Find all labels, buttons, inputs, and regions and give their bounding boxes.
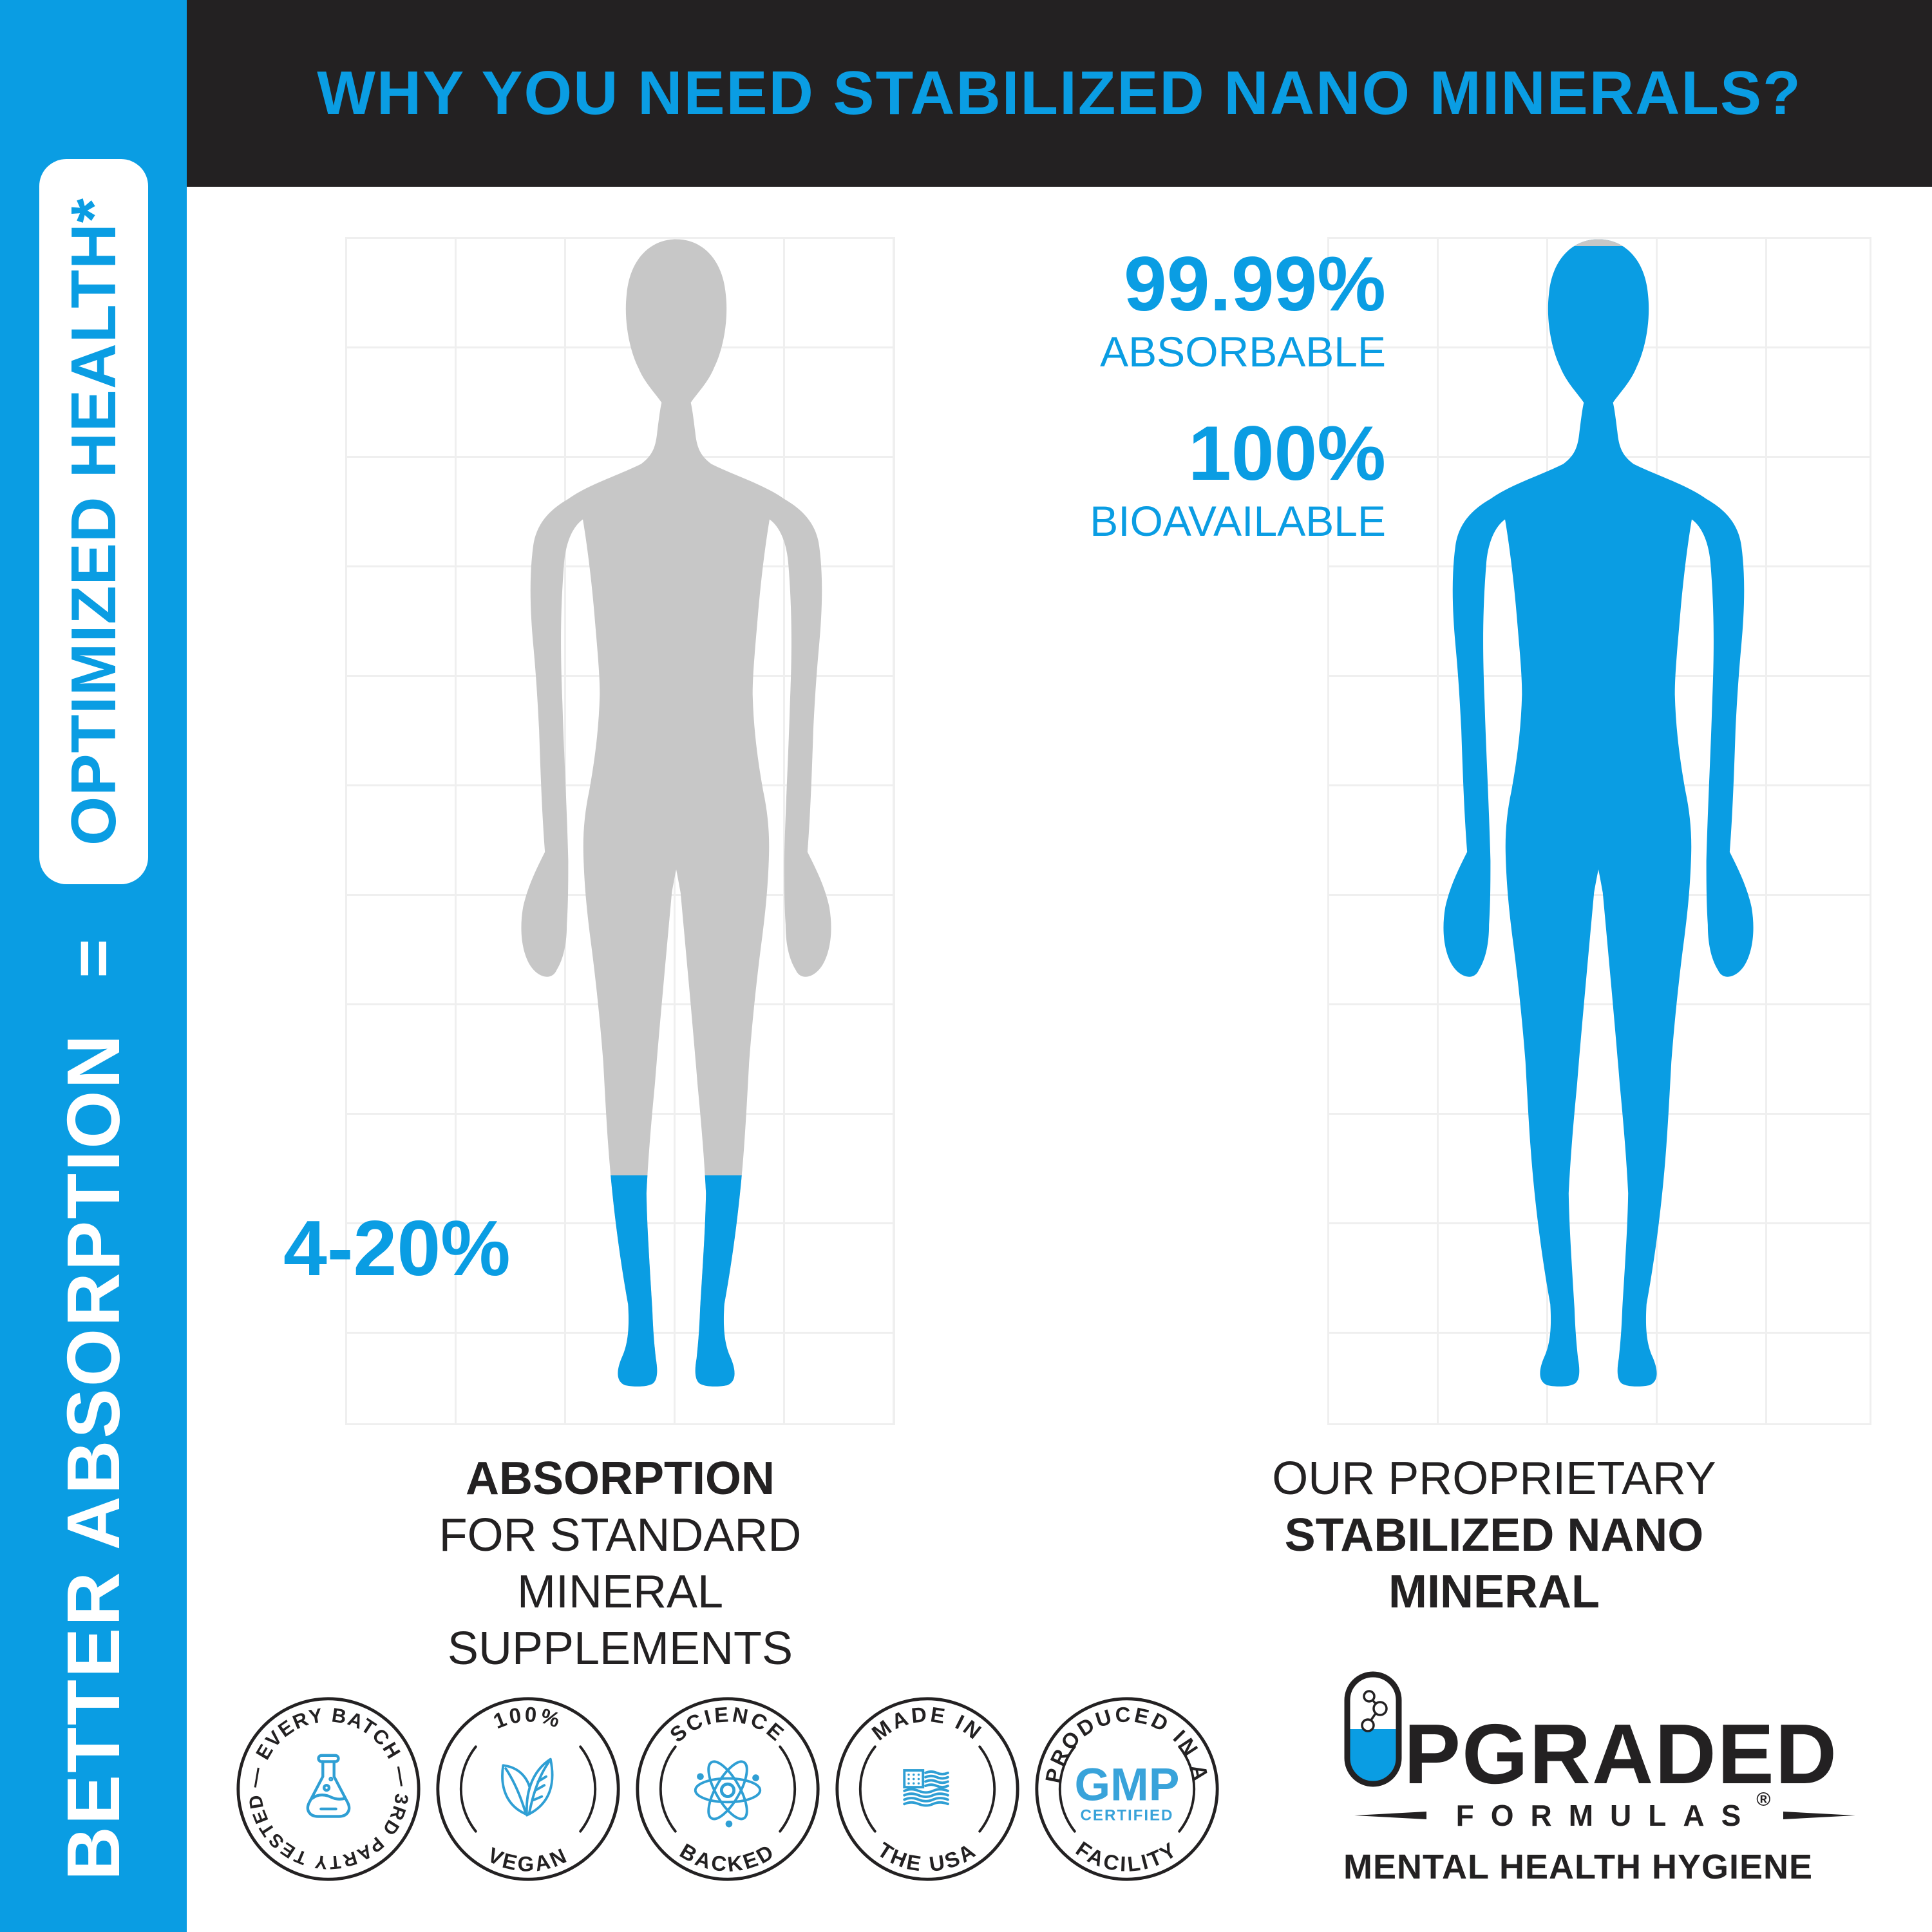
caption-our-proprietary: OUR PROPRIETARY	[1272, 1453, 1716, 1504]
leaf-icon	[501, 1757, 554, 1817]
page-title: WHY YOU NEED STABILIZED NANO MINERALS?	[317, 59, 1802, 128]
brand-tagline: MENTAL HEALTH HYGIENE	[1343, 1848, 1814, 1886]
unabsorbed-sliver-overlay	[1307, 233, 1890, 246]
absorbed-portion-overlay	[384, 1175, 968, 1401]
badge-gmp-certified: PRODUCED IN A FACILITY GMP CERTIFIED	[1034, 1696, 1220, 1882]
badge-vegan: 100% VEGAN	[435, 1696, 621, 1882]
optimized-health-box: OPTIMIZED HEALTH*	[39, 158, 148, 884]
absorbable-label: ABSORBABLE	[1100, 328, 1386, 375]
badge-science-backed: SCIENCE BACKED	[634, 1696, 821, 1882]
body-silhouette-gray	[521, 239, 831, 1387]
standard-absorption-stat: 4-20%	[283, 1204, 511, 1292]
left-figure-caption: ABSORPTION FOR STANDARD MINERAL SUPPLEME…	[343, 1450, 897, 1677]
better-absorption-label: BETTER ABSORPTION	[52, 1032, 135, 1880]
gmp-seal: GMP CERTIFIED	[1075, 1759, 1180, 1824]
bioavailable-value: 100%	[1188, 410, 1386, 497]
sidebar-rotated-content: BETTER ABSORPTION = OPTIMIZED HEALTH*	[0, 0, 187, 1932]
caption-stabilized-nano: STABILIZED NANO	[1284, 1510, 1704, 1561]
optimized-health-label: OPTIMIZED HEALTH*	[57, 197, 129, 846]
atom-icon	[694, 1760, 762, 1828]
right-ornament	[1783, 1812, 1856, 1819]
capsule-logo-icon	[1343, 1671, 1403, 1788]
right-figure-caption: OUR PROPRIETARY STABILIZED NANO MINERAL	[1217, 1450, 1771, 1620]
badge-made-in-usa: MADE IN THE USA	[834, 1696, 1021, 1882]
caption-mineral: MINERAL	[1388, 1566, 1600, 1618]
standard-mineral-body-figure	[384, 233, 968, 1401]
equals-sign: =	[55, 938, 131, 978]
bioavailable-label: BIOAVAILABLE	[1090, 497, 1386, 545]
gmp-text: GMP	[1075, 1759, 1180, 1810]
badge-third-party-tested: — EVERY BATCH — 3RD PARTY TESTED	[235, 1696, 422, 1882]
certified-text: CERTIFIED	[1081, 1806, 1174, 1824]
caption-absorption: ABSORPTION	[465, 1453, 775, 1504]
formulas-label: FORMULAS	[1455, 1799, 1758, 1832]
header-bar: WHY YOU NEED STABILIZED NANO MINERALS?	[187, 0, 1932, 187]
nano-absorption-stats: 99.99% ABSORBABLE 100% BIOAVAILABLE	[953, 243, 1386, 544]
usa-flag-icon	[903, 1769, 949, 1807]
caption-supplements: SUPPLEMENTS	[447, 1623, 793, 1674]
sidebar: BETTER ABSORPTION = OPTIMIZED HEALTH*	[0, 0, 187, 1932]
registered-trademark: ®	[1756, 1789, 1771, 1810]
caption-standard-mineral: FOR STANDARD MINERAL	[439, 1510, 802, 1618]
formulas-line: FORMULAS ®	[1343, 1789, 1866, 1833]
nano-mineral-body-figure	[1307, 233, 1890, 1401]
body-silhouette-blue	[1443, 239, 1754, 1387]
flask-icon	[306, 1754, 351, 1818]
left-ornament	[1354, 1812, 1426, 1819]
brand-wordmark: PGRADED	[1404, 1707, 1839, 1801]
absorbable-value: 99.99%	[1124, 241, 1386, 327]
